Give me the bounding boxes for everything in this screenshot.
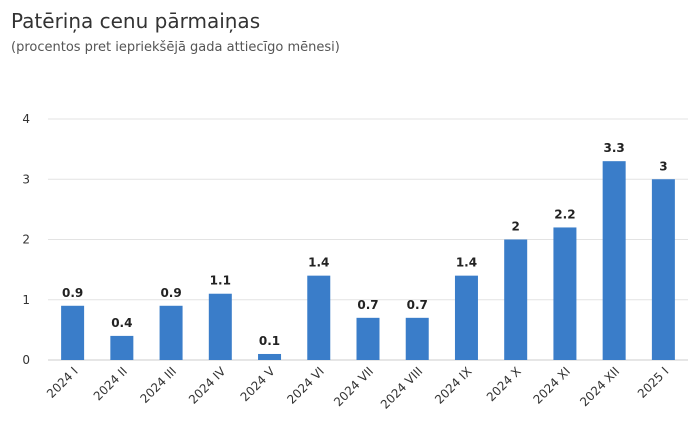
data-label: 0.4 [111,316,132,330]
bar[interactable] [208,293,232,360]
x-tick-label: 2024 XII [577,364,622,409]
data-label: 3.3 [604,141,625,155]
data-label: 2 [512,220,520,234]
data-label: 3 [659,159,667,173]
bar[interactable] [110,335,134,360]
data-label: 1.1 [210,274,231,288]
x-tick-label: 2025 I [635,364,672,401]
x-tick-label: 2024 II [91,364,130,403]
x-tick-label: 2024 V [238,364,279,405]
chart-subtitle: (procentos pret iepriekšējā gada attiecī… [11,40,340,55]
x-tick-label: 2024 XI [531,364,574,407]
bar[interactable] [651,179,675,360]
bar[interactable] [61,305,85,360]
y-tick-label: 2 [22,233,30,247]
x-tick-label: 2024 IX [432,364,475,407]
chart-title: Patēriņa cenu pārmaiņas [11,9,261,33]
data-label: 0.7 [407,298,428,312]
y-tick-label: 1 [22,293,30,307]
y-tick-label: 4 [22,112,30,126]
x-tick-label: 2024 VI [284,364,327,407]
bar[interactable] [159,305,183,360]
bar[interactable] [454,275,478,360]
data-label: 1.4 [456,256,477,270]
bar[interactable] [504,239,528,361]
bar[interactable] [553,227,577,360]
x-tick-label: 2024 I [44,364,81,401]
data-label: 1.4 [308,256,329,270]
data-label: 0.7 [357,298,378,312]
bar[interactable] [307,275,331,360]
bar[interactable] [602,161,626,360]
data-label: 0.1 [259,334,280,348]
bar[interactable] [405,317,429,360]
x-tick-label: 2024 X [484,364,524,404]
y-tick-label: 0 [22,353,30,367]
x-tick-label: 2024 VII [331,364,376,409]
data-label: 0.9 [62,286,83,300]
bar[interactable] [356,317,380,360]
x-tick-label: 2024 IV [186,364,229,407]
x-tick-label: 2024 III [137,364,179,406]
data-label: 0.9 [160,286,181,300]
bar[interactable] [258,353,282,360]
x-tick-label: 2024 VIII [378,364,426,412]
y-tick-label: 3 [22,172,30,186]
data-label: 2.2 [554,207,575,221]
